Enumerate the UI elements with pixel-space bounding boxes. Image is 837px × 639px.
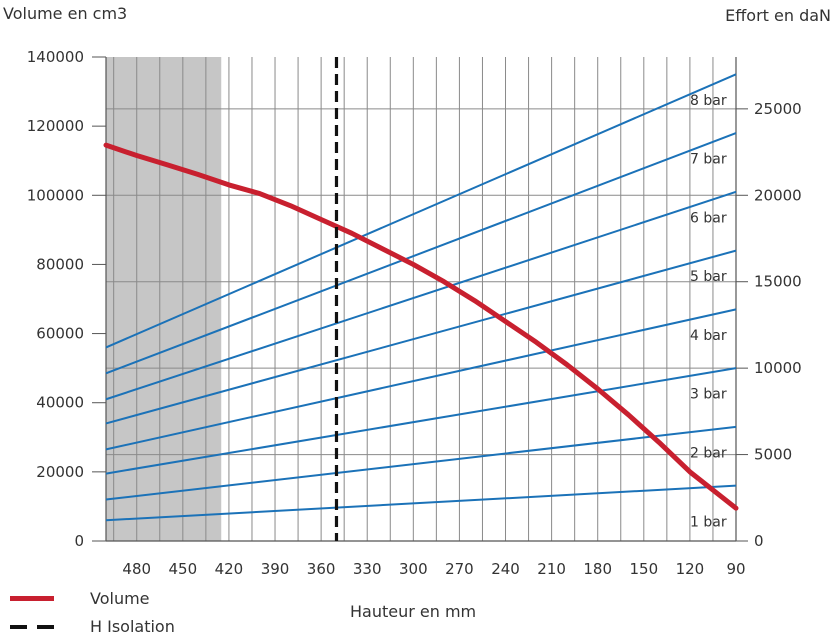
y-right-tick-label: 5000: [754, 446, 792, 464]
pressure-series-label: 3 bar: [690, 387, 727, 403]
pressure-series-label: 4 bar: [690, 328, 727, 344]
pressure-series-line: [105, 367, 737, 475]
x-tick-label: 480: [122, 560, 151, 578]
y-right-tick-label: 20000: [754, 186, 802, 204]
y-right-tick-label: 15000: [754, 273, 802, 291]
x-axis-title: Hauteur en mm: [350, 602, 477, 621]
x-tick-label: 390: [261, 560, 290, 578]
y-left-tick-label: 100000: [27, 186, 84, 204]
pressure-series-label: 2 bar: [690, 445, 727, 461]
y-right-tick-label: 0: [754, 532, 764, 550]
pressure-series-line: [105, 425, 737, 501]
x-tick-label: 240: [491, 560, 520, 578]
x-tick-label: 270: [445, 560, 474, 578]
y-right-tick-label: 25000: [754, 100, 802, 118]
legend-item-volume: Volume: [10, 589, 150, 608]
pressure-series-line: [105, 249, 737, 425]
shaded-region: [106, 57, 222, 541]
pressure-series-line: [105, 190, 737, 401]
pressure-series-label: 6 bar: [690, 210, 727, 226]
y-left-tick-label: 40000: [36, 394, 84, 412]
x-tick-label: 360: [307, 560, 336, 578]
x-tick-label: 120: [676, 560, 705, 578]
y-left-tick-label: 60000: [36, 325, 84, 343]
h-isolation-legend-swatch: [10, 624, 54, 629]
pressure-series-line: [105, 308, 737, 451]
legend-label-h-isolation: H Isolation: [90, 617, 175, 636]
x-tick-label: 180: [583, 560, 612, 578]
x-tick-label: 90: [726, 560, 745, 578]
pressure-series-line: [105, 132, 737, 375]
pressure-series-label: 7 bar: [690, 152, 727, 168]
x-tick-label: 450: [169, 560, 198, 578]
y-left-axis-title: Volume en cm3: [3, 4, 128, 23]
pressure-series-label: 1 bar: [690, 514, 727, 530]
y-right-tick-label: 10000: [754, 359, 802, 377]
y-left-tick-label: 20000: [36, 463, 84, 481]
pressure-series-line: [105, 484, 737, 522]
legend-label-volume: Volume: [90, 589, 150, 608]
x-tick-label: 420: [215, 560, 244, 578]
volume-series-line: [103, 142, 739, 511]
volume-legend-swatch: [10, 596, 54, 601]
y-right-axis-title: Effort en daN: [725, 6, 831, 25]
x-tick-label: 150: [629, 560, 658, 578]
pressure-series-line: [105, 73, 737, 349]
pressure-series-label: 8 bar: [690, 93, 727, 109]
x-tick-label: 210: [537, 560, 566, 578]
y-left-tick-label: 120000: [27, 117, 84, 135]
x-tick-label: 300: [399, 560, 428, 578]
legend-item-h-isolation: H Isolation: [10, 617, 175, 636]
y-left-tick-label: 80000: [36, 255, 84, 273]
pressure-series-label: 5 bar: [690, 269, 727, 285]
y-left-tick-label: 0: [74, 532, 84, 550]
x-tick-label: 330: [353, 560, 382, 578]
y-left-tick-label: 140000: [27, 48, 84, 66]
